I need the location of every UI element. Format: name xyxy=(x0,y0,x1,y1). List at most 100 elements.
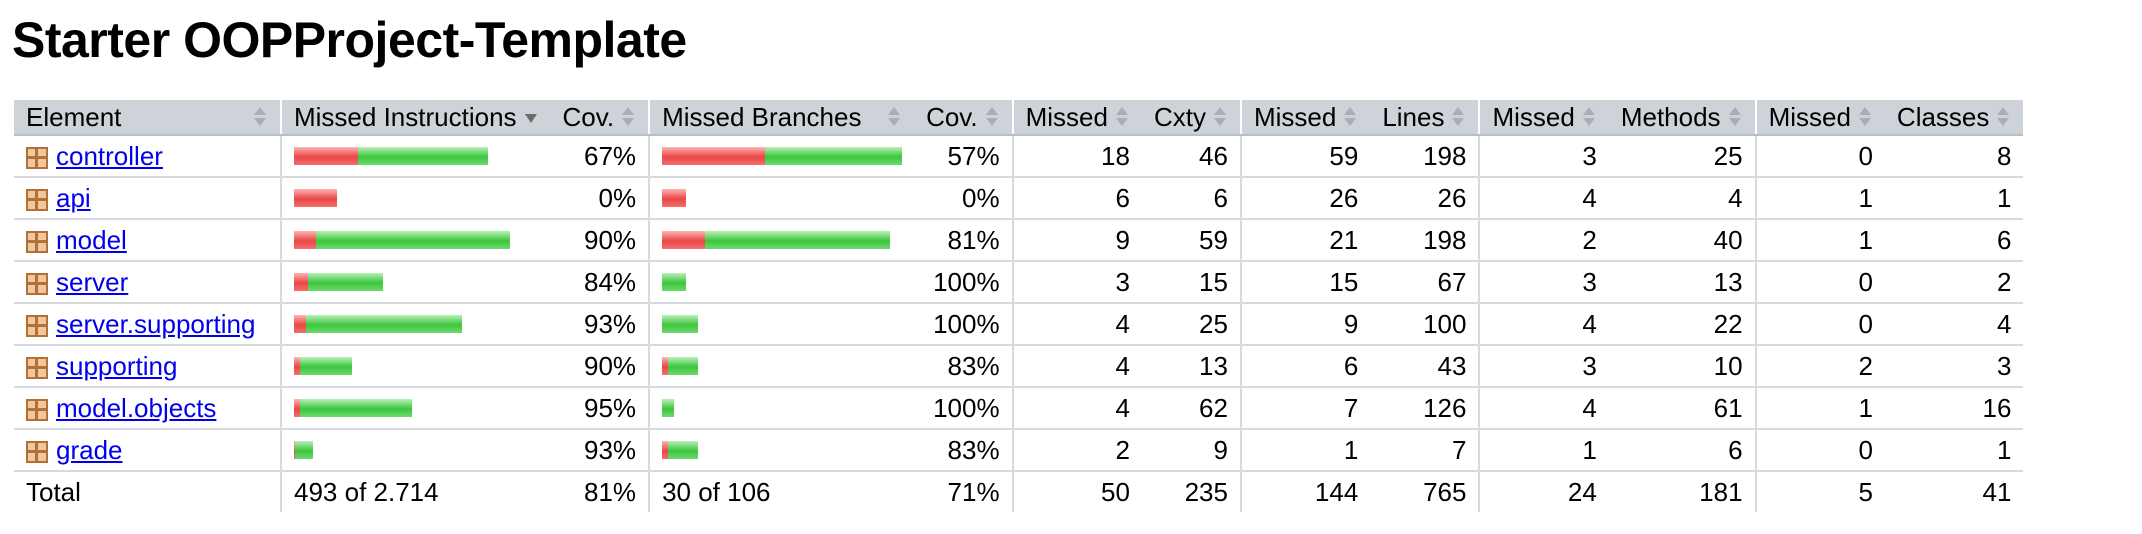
header-instr-cov-label: Cov. xyxy=(562,101,615,132)
sort-icon[interactable] xyxy=(1342,104,1358,130)
coverage-table: Element Missed Instructions Cov. Missed … xyxy=(14,100,2024,512)
coverage-bar-cell xyxy=(648,303,915,346)
missed-bar-segment xyxy=(294,357,300,375)
sort-icon[interactable] xyxy=(886,104,902,130)
sort-icon[interactable] xyxy=(1727,104,1743,130)
package-icon xyxy=(26,314,48,337)
header-methods[interactable]: Methods xyxy=(1608,100,1756,136)
page-title: Starter OOPProject-Template xyxy=(12,12,687,68)
coverage-bar-cell xyxy=(280,429,551,472)
sort-icon[interactable] xyxy=(1995,104,2011,130)
methods-cell: 61 xyxy=(1608,387,1756,430)
sort-icon[interactable] xyxy=(1450,104,1466,130)
missed-bar-segment xyxy=(294,189,337,207)
header-missed-lines[interactable]: Missed xyxy=(1239,100,1371,136)
covered-bar-segment xyxy=(306,315,462,333)
header-missed-cxty[interactable]: Missed xyxy=(1011,100,1142,136)
covered-bar-segment xyxy=(662,399,675,417)
sort-icon[interactable] xyxy=(984,104,1000,130)
classes-cell: 1 xyxy=(1884,429,2024,472)
package-link[interactable]: controller xyxy=(56,140,163,171)
sort-icon[interactable] xyxy=(252,104,268,130)
coverage-bar-cell xyxy=(648,429,915,472)
coverage-bar-cell xyxy=(648,345,915,388)
missed-classes-cell: 0 xyxy=(1754,303,1885,346)
header-missed-branches[interactable]: Missed Branches xyxy=(648,100,915,136)
total-instructions: 493 of 2.714 xyxy=(280,471,551,512)
package-link[interactable]: server.supporting xyxy=(56,308,256,339)
covered-bar-segment xyxy=(668,357,699,375)
missed-bar-segment xyxy=(662,357,669,375)
missed-methods-cell: 1 xyxy=(1478,429,1609,472)
sort-icon[interactable] xyxy=(1581,104,1597,130)
total-label: Total xyxy=(26,476,81,507)
header-element[interactable]: Element xyxy=(14,100,281,136)
branch-cov-cell: 100% xyxy=(914,387,1013,430)
missed-classes-cell: 0 xyxy=(1754,135,1885,178)
methods-cell: 40 xyxy=(1608,219,1756,262)
missed-bar-segment xyxy=(294,273,308,291)
cxty-cell: 13 xyxy=(1141,345,1241,388)
branch-cov-cell: 100% xyxy=(914,261,1013,304)
covered-bar-segment xyxy=(662,273,687,291)
package-link[interactable]: grade xyxy=(56,434,123,465)
covered-bar-segment xyxy=(358,147,488,165)
total-lines: 765 xyxy=(1423,476,1467,507)
coverage-bar xyxy=(294,231,539,249)
package-icon xyxy=(26,230,48,253)
package-icon xyxy=(26,272,48,295)
missed-classes-cell: 1 xyxy=(1754,219,1885,262)
missed-bar-segment xyxy=(662,441,669,459)
classes-cell: 6 xyxy=(1884,219,2024,262)
missed-lines-cell: 21 xyxy=(1239,219,1371,262)
header-missed-methods-label: Missed xyxy=(1492,101,1575,132)
missed-lines-cell: 9 xyxy=(1239,303,1371,346)
table-row: model.objects 95% 100% 4 62 7 126 4 61 1 16 xyxy=(14,387,2024,430)
missed-classes-cell: 2 xyxy=(1754,345,1885,388)
header-branch-cov[interactable]: Cov. xyxy=(914,100,1013,136)
package-link[interactable]: model.objects xyxy=(56,392,217,423)
coverage-bar-cell xyxy=(280,135,551,178)
instr-cov-cell: 90% xyxy=(550,219,650,262)
missed-cxty-cell: 9 xyxy=(1011,219,1142,262)
methods-cell: 10 xyxy=(1608,345,1756,388)
covered-bar-segment xyxy=(662,315,699,333)
header-missed-methods[interactable]: Missed xyxy=(1478,100,1609,136)
header-classes[interactable]: Classes xyxy=(1884,100,2024,136)
missed-bar-segment xyxy=(294,147,358,165)
package-link[interactable]: api xyxy=(56,182,91,213)
package-link[interactable]: supporting xyxy=(56,350,178,381)
header-lines[interactable]: Lines xyxy=(1370,100,1480,136)
coverage-bar-cell xyxy=(280,345,551,388)
covered-bar-segment xyxy=(668,441,699,459)
coverage-bar xyxy=(662,315,902,333)
lines-cell: 26 xyxy=(1370,177,1480,220)
header-missed-lines-label: Missed xyxy=(1253,101,1337,132)
coverage-bar xyxy=(662,357,902,375)
missed-methods-cell: 3 xyxy=(1478,261,1609,304)
sort-icon[interactable] xyxy=(1114,104,1130,130)
header-missed-classes[interactable]: Missed xyxy=(1754,100,1885,136)
header-missed-branches-label: Missed Branches xyxy=(662,101,862,132)
covered-bar-segment xyxy=(308,273,383,291)
instr-cov-cell: 93% xyxy=(550,429,650,472)
header-missed-classes-label: Missed xyxy=(1768,101,1851,132)
sort-icon[interactable] xyxy=(1857,104,1873,130)
package-link[interactable]: server xyxy=(56,266,129,297)
coverage-bar-cell xyxy=(280,219,551,262)
missed-bar-segment xyxy=(662,147,766,165)
cxty-cell: 15 xyxy=(1141,261,1241,304)
missed-methods-cell: 3 xyxy=(1478,345,1609,388)
sort-desc-icon[interactable] xyxy=(523,104,539,130)
coverage-bar xyxy=(294,441,539,459)
missed-lines-cell: 6 xyxy=(1239,345,1371,388)
header-missed-instructions[interactable]: Missed Instructions xyxy=(280,100,551,136)
header-cxty[interactable]: Cxty xyxy=(1141,100,1241,136)
total-methods: 181 xyxy=(1699,476,1743,507)
classes-cell: 1 xyxy=(1884,177,2024,220)
package-link[interactable]: model xyxy=(56,224,127,255)
header-instr-cov[interactable]: Cov. xyxy=(550,100,650,136)
sort-icon[interactable] xyxy=(1212,104,1228,130)
table-row: grade 93% 83% 2 9 1 7 1 6 0 1 xyxy=(14,429,2024,472)
sort-icon[interactable] xyxy=(620,104,636,130)
